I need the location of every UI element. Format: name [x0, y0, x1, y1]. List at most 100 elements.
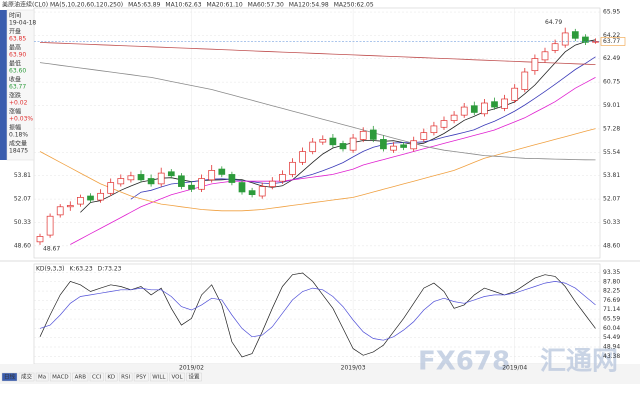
candle-body: [208, 170, 216, 181]
candle-body: [77, 197, 84, 205]
tab[interactable]: WILL: [152, 375, 166, 381]
side-value: +0.03%: [9, 116, 33, 123]
candle-body: [501, 98, 508, 109]
legend-entry: MA20:61.10: [207, 2, 243, 9]
candle-body: [36, 236, 44, 243]
candle-body: [289, 161, 296, 175]
side-value: 63.85: [9, 36, 26, 43]
tab-box[interactable]: [1, 372, 18, 382]
candle-body: [491, 101, 498, 108]
tab-box[interactable]: [133, 372, 149, 382]
y-tick-label: 93.35: [603, 269, 620, 276]
tab[interactable]: RSI: [121, 375, 130, 381]
y-tick-label: 60.04: [603, 325, 620, 332]
tab-box[interactable]: [150, 372, 168, 382]
legend-entry: D:73.23: [98, 266, 122, 273]
candle-body: [137, 174, 145, 181]
y-tick-label: 59.01: [603, 102, 620, 109]
candle-body: [390, 145, 397, 151]
series-line: [39, 281, 596, 341]
tab[interactable]: PSY: [136, 375, 147, 381]
candle-body: [582, 36, 589, 43]
side-label: 成交量: [9, 140, 27, 148]
candle-body: [551, 43, 559, 51]
y-tick-label-left: 52.07: [14, 196, 31, 203]
side-label: 时间: [9, 12, 21, 20]
chart-title: 美原油连续(CL0): [2, 1, 48, 9]
y-tick-label: 71.14: [603, 306, 620, 313]
candle-body: [460, 106, 468, 116]
candle-body: [470, 105, 478, 113]
max-label: 64.79: [545, 19, 562, 26]
candle-body: [87, 195, 94, 201]
candle-body: [279, 174, 286, 182]
y-tick-label: 48.94: [603, 343, 620, 350]
series-line: [39, 62, 596, 161]
side-value: 19-04-18: [9, 20, 36, 27]
tab-box[interactable]: [72, 372, 89, 382]
series-line: [39, 128, 596, 212]
candle-body: [228, 174, 236, 183]
tab-box[interactable]: [169, 372, 185, 382]
candle-body: [167, 171, 175, 177]
tab[interactable]: VOL: [171, 375, 183, 381]
y-tick-label: 55.54: [603, 149, 620, 156]
candle-body: [561, 32, 569, 46]
tab-box[interactable]: [35, 372, 49, 382]
candle-body: [481, 102, 488, 115]
candle-body: [248, 190, 256, 196]
candle-body: [238, 182, 246, 193]
side-value: 18475: [9, 148, 28, 155]
tab[interactable]: MACD: [52, 375, 69, 381]
side-tab-strip: [0, 10, 7, 160]
candle-body: [319, 139, 327, 143]
side-value: 63.60: [9, 68, 26, 75]
series-line: [39, 42, 596, 65]
y-tick-label-left: 53.81: [14, 172, 31, 179]
tab[interactable]: Ma: [38, 375, 46, 381]
side-value: 63.77: [9, 84, 26, 91]
side-label: 涨幅: [9, 108, 21, 116]
y-tick-label-left: 50.33: [14, 219, 31, 226]
tab[interactable]: 成交: [21, 373, 33, 381]
legend-entry: MA10:62.63: [165, 2, 201, 9]
y-tick-label: 82.25: [603, 288, 620, 295]
side-label: 最低: [9, 60, 21, 68]
side-label: 收盘: [9, 76, 21, 84]
legend-entry: K:63.23: [70, 266, 93, 273]
tab[interactable]: KD: [107, 375, 115, 381]
sidebar-rows: 时间 19-04-18 开盘 63.85 最高 63.90 最低 63.60 收…: [9, 12, 36, 155]
tab[interactable]: CCI: [92, 375, 102, 381]
side-value: +0.02: [9, 100, 28, 107]
legend-entry: MA5:63.89: [128, 2, 160, 9]
tab-box[interactable]: [49, 372, 71, 382]
candle-body: [531, 58, 539, 72]
tab-box[interactable]: [186, 372, 202, 382]
sidebar: [6, 9, 35, 161]
tab[interactable]: 日线: [4, 373, 16, 381]
kd-title: KD(9,3,3): [36, 266, 65, 273]
y-tick-label: 48.60: [603, 242, 620, 249]
tab-box[interactable]: [89, 372, 104, 382]
last-price: 63.77: [603, 38, 620, 45]
candle-body: [329, 137, 337, 146]
candle-body: [178, 175, 185, 187]
tab-box[interactable]: [105, 372, 118, 382]
ma-params: MA(5,10,20,60,120,250): [50, 2, 123, 9]
tab-box[interactable]: [118, 372, 133, 382]
candle-body: [46, 215, 54, 236]
candle-body: [268, 180, 276, 187]
side-label: 开盘: [9, 28, 21, 36]
tab[interactable]: ARB: [75, 375, 87, 381]
candle-body: [339, 143, 347, 150]
tab[interactable]: 设置: [189, 373, 201, 381]
candle-body: [420, 132, 428, 140]
tab-box[interactable]: [18, 372, 35, 382]
y-tick-label: 53.81: [603, 172, 620, 179]
candle-body: [299, 151, 306, 163]
min-label: 48.67: [43, 245, 60, 252]
candle-body: [147, 178, 155, 185]
legend-entry: MA250:62.05: [334, 2, 374, 9]
y-tick-label: 62.49: [603, 55, 620, 62]
